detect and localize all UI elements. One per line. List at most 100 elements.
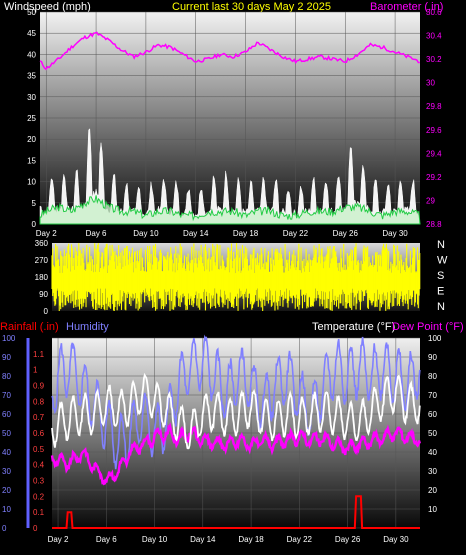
barometer-tick-label: 28.8 [426,220,442,229]
windspeed-tick-label: 25 [27,114,36,123]
bottom-x-tick-label: Day 6 [96,535,117,544]
rain-tick-label: 0 [33,524,38,533]
bottom-x-tick-label: Day 14 [190,535,216,544]
direction-tick-label: 90 [39,290,48,299]
humidity-series [51,334,421,470]
temperature-axis-label: Temperature (°F) [312,321,395,333]
humidity-tick-label: 0 [2,524,7,533]
humidity-tick-label: 70 [2,391,11,400]
top-x-tick-label: Day 10 [133,229,159,238]
direction-tick-label: 180 [35,273,49,282]
windspeed-series [39,195,421,225]
rain-tick-label: 0.7 [33,413,45,422]
top-x-ticks: Day 2 Day 6 Day 10 Day 14 Day 18 Day 22 Day 26… [36,229,409,238]
barometer-tick-label: 30.2 [426,55,442,64]
rain-tick-label: 0.9 [33,382,45,391]
windspeed-axis-label: Windspeed (mph) [4,1,91,13]
rain-tick-label: 0.5 [33,445,45,454]
direction-tick-label: 360 [35,239,49,248]
windspeed-tick-label: 45 [27,29,36,38]
temperature-tick-label: 50 [428,429,437,438]
top-x-tick-label: Day 26 [333,229,359,238]
barometer-tick-label: 29 [426,196,435,205]
windspeed-tick-label: 30 [27,93,36,102]
barometer-tick-label: 30.6 [426,8,442,17]
barometer-axis-label: Barometer (.in) [370,1,443,13]
direction-ticks: 0 90 180 270 360 [35,239,49,316]
temperature-tick-label: 70 [428,391,437,400]
direction-series [51,243,421,311]
direction-tick-label: 270 [35,256,49,265]
rain-tick-label: 0.8 [33,397,45,406]
direction-tick-label: 0 [44,307,49,316]
temperature-tick-label: 10 [428,505,437,514]
barometer-tick-label: 29.2 [426,173,442,182]
compass-letter: N [437,301,445,313]
windspeed-tick-label: 0 [32,220,37,229]
temperature-tick-label: 20 [428,486,437,495]
windspeed-tick-label: 50 [27,8,36,17]
chart-title: Current last 30 days May 2 2025 [172,1,331,13]
dewpoint-axis-label: Dew Point (°F) [392,321,464,333]
barometer-tick-label: 29.4 [426,149,442,158]
humidity-tick-label: 10 [2,505,11,514]
top-series [39,31,421,225]
bottom-x-tick-label: Day 26 [335,535,361,544]
temperature-tick-label: 90 [428,353,437,362]
humidity-tick-label: 60 [2,410,11,419]
temperature-tick-label: 30 [428,467,437,476]
bottom-series [50,334,421,529]
rain-tick-label: 0.4 [33,461,45,470]
barometer-tick-label: 29.6 [426,126,442,135]
barometer-tick-label: 30.4 [426,32,442,41]
top-x-tick-label: Day 14 [183,229,209,238]
windspeed-tick-label: 20 [27,135,36,144]
humidity-tick-label: 100 [2,334,16,343]
compass-letter: S [437,270,444,282]
humidity-tick-label: 50 [2,429,11,438]
barometer-tick-label: 29.8 [426,102,442,111]
windspeed-tick-label: 35 [27,72,36,81]
top-x-tick-label: Day 6 [86,229,107,238]
bottom-x-ticks: Day 2 Day 6 Day 10 Day 14 Day 18 Day 22 Day 26… [48,535,410,544]
top-x-tick-label: Day 18 [233,229,259,238]
temperature-tick-label: 40 [428,448,437,457]
rain-tick-label: 0.1 [33,508,45,517]
humidity-tick-label: 20 [2,486,11,495]
humidity-tick-label: 90 [2,353,11,362]
windspeed-ticks: 0 5 10 15 20 25 30 35 40 45 50 [27,8,36,229]
humidity-axis-label: Humidity [66,321,109,333]
top-x-tick-label: Day 30 [382,229,408,238]
rainfall-series [52,495,420,529]
bottom-x-tick-label: Day 30 [383,535,409,544]
bottom-ticks: 0 10 20 30 40 50 60 70 80 90 100 0 0.1 0.2 0.3 0.4 0.5 0.… [2,334,442,533]
rainfall-axis-label: Rainfall (.in) [0,321,59,333]
humidity-tick-label: 30 [2,467,11,476]
bottom-x-tick-label: Day 18 [238,535,264,544]
temperature-tick-label: 100 [428,334,442,343]
humidity-tick-label: 40 [2,448,11,457]
windspeed-tick-label: 10 [27,178,36,187]
barometer-ticks: 28.8 29 29.2 29.4 29.6 29.8 30 30.2 30.4 30.6 [426,8,442,229]
dewpoint-series [50,422,421,486]
top-x-tick-label: Day 2 [36,229,57,238]
temperature-tick-label: 60 [428,410,437,419]
compass-letter: W [437,255,448,267]
temperature-series [51,372,421,450]
windspeed-tick-label: 40 [27,50,36,59]
bottom-x-tick-label: Day 10 [142,535,168,544]
compass-letter: E [437,286,444,298]
windspeed-tick-label: 5 [32,199,37,208]
rain-tick-label: 0.3 [33,477,45,486]
barometer-tick-label: 30 [426,79,435,88]
bottom-x-tick-label: Day 22 [287,535,313,544]
windspeed-tick-label: 15 [27,156,36,165]
rain-tick-label: 0.2 [33,492,45,501]
rain-tick-label: 0.6 [33,429,45,438]
compass-letter: N [437,239,445,251]
barometer-series [39,31,420,71]
temperature-tick-label: 80 [428,372,437,381]
